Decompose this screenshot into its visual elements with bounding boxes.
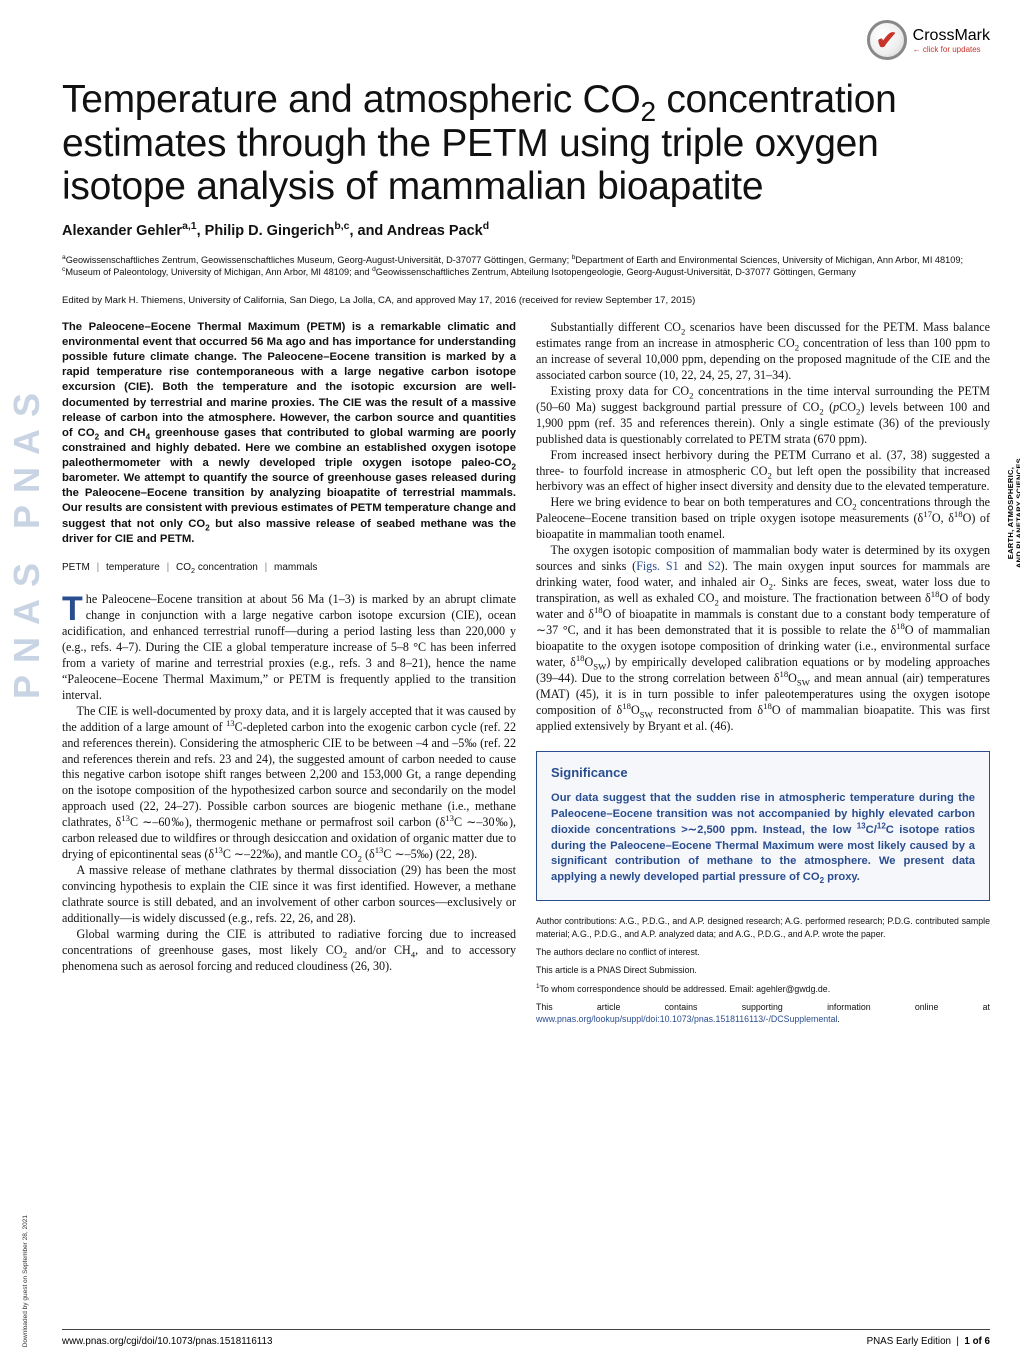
significance-box: Significance Our data suggest that the s… (536, 751, 990, 902)
journal-watermark: PNAS PNAS (6, 90, 38, 990)
crossmark-sublabel: ← click for updates (913, 45, 990, 54)
article-metadata-p: Author contributions: A.G., P.D.G., and … (536, 915, 990, 940)
article-metadata-p: 1To whom correspondence should be addres… (536, 983, 990, 995)
footer-doi: www.pnas.org/cgi/doi/10.1073/pnas.151811… (62, 1336, 272, 1347)
right-body: Substantially different CO2 scenarios ha… (536, 320, 990, 735)
crossmark-badge[interactable]: ✔ CrossMark ← click for updates (867, 20, 990, 60)
article-metadata-p: This article contains supporting informa… (536, 1001, 990, 1026)
abstract: The Paleocene–Eocene Thermal Maximum (PE… (62, 320, 516, 547)
left-body-p: Global warming during the CIE is attribu… (62, 927, 516, 975)
article-metadata: Author contributions: A.G., P.D.G., and … (536, 915, 990, 1025)
right-column: Substantially different CO2 scenarios ha… (536, 320, 990, 1032)
crossmark-icon: ✔ (867, 20, 907, 60)
right-body-p: Existing proxy data for CO2 concentratio… (536, 384, 990, 448)
article-metadata-p: This article is a PNAS Direct Submission… (536, 964, 990, 976)
editor-line: Edited by Mark H. Thiemens, University o… (62, 295, 990, 306)
page-footer: www.pnas.org/cgi/doi/10.1073/pnas.151811… (62, 1329, 990, 1347)
left-body-p: The Paleocene–Eocene transition at about… (62, 592, 516, 704)
article-metadata-p: The authors declare no conflict of inter… (536, 946, 990, 958)
keywords-line: PETM | temperature | CO2 concentration |… (62, 561, 516, 574)
two-column-body: The Paleocene–Eocene Thermal Maximum (PE… (62, 320, 990, 1032)
left-column: The Paleocene–Eocene Thermal Maximum (PE… (62, 320, 516, 1032)
footer-page: PNAS Early Edition | 1 of 6 (867, 1336, 990, 1347)
left-body: The Paleocene–Eocene transition at about… (62, 592, 516, 975)
check-icon: ✔ (876, 25, 898, 56)
article-title: Temperature and atmospheric CO2 concentr… (62, 78, 990, 209)
page-content: ✔ CrossMark ← click for updates Temperat… (62, 20, 990, 1031)
significance-body: Our data suggest that the sudden rise in… (551, 791, 975, 886)
section-label: EARTH, ATMOSPHERIC,AND PLANETARY SCIENCE… (1007, 458, 1020, 568)
left-body-p: A massive release of methane clathrates … (62, 863, 516, 927)
left-body-p: The CIE is well-documented by proxy data… (62, 704, 516, 864)
right-body-p: Substantially different CO2 scenarios ha… (536, 320, 990, 384)
affiliations: aGeowissenschaftliches Zentrum, Geowisse… (62, 255, 990, 279)
right-body-p: Here we bring evidence to bear on both t… (536, 495, 990, 543)
crossmark-label: CrossMark (913, 27, 990, 44)
significance-title: Significance (551, 764, 975, 781)
right-body-p: The oxygen isotopic composition of mamma… (536, 543, 990, 734)
crossmark-text-wrap: CrossMark ← click for updates (913, 27, 990, 54)
right-body-p: From increased insect herbivory during t… (536, 448, 990, 496)
author-line: Alexander Gehlera,1, Philip D. Gingerich… (62, 223, 990, 239)
download-note: Downloaded by guest on September 28, 202… (22, 1215, 29, 1347)
